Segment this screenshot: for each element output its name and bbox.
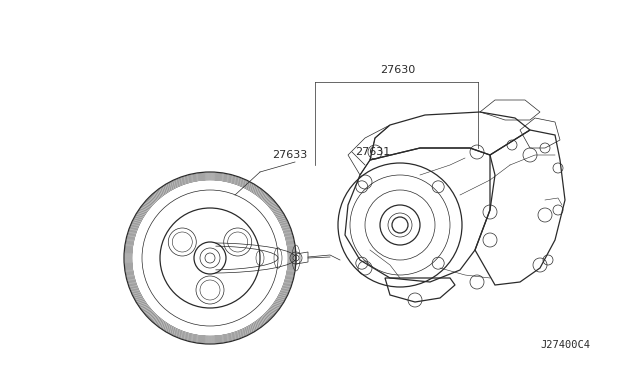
- Text: 27631: 27631: [355, 147, 390, 157]
- Text: 27630: 27630: [380, 65, 415, 75]
- Text: J27400C4: J27400C4: [540, 340, 590, 350]
- Text: 27633: 27633: [272, 150, 307, 160]
